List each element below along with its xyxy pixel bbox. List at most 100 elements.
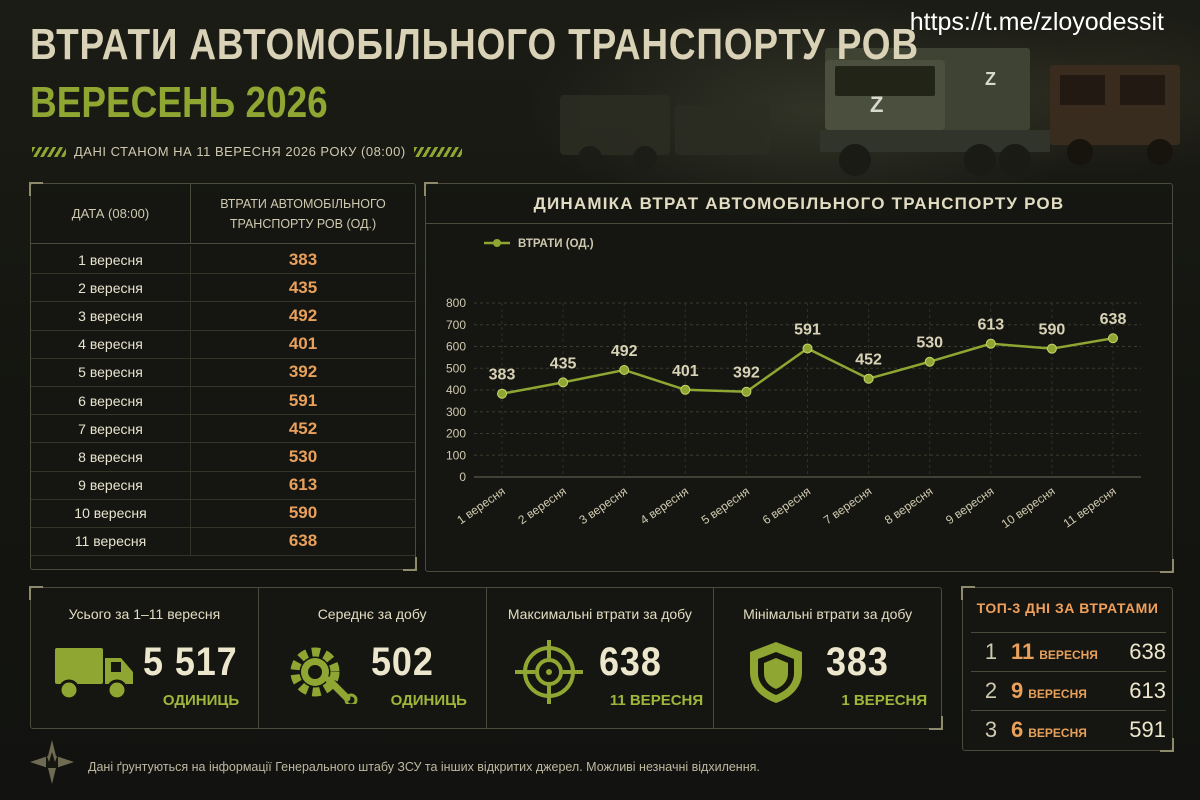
data-label: 383 [489,367,516,384]
stat-max: Максимальні втрати за добу 638 11 ВЕРЕСН… [487,588,715,728]
table-row: 2 вересня 435 [31,274,415,303]
top3-value: 591 [1129,716,1166,742]
top3-rank: 1 [984,638,998,664]
y-tick-label: 700 [446,318,466,332]
gear-wrench-icon [290,647,358,704]
x-tick-label: 5 вересня [699,484,752,527]
row-value: 452 [288,418,318,438]
table-row: 3 вересня 492 [31,302,415,331]
top3-month: ВЕРЕСНЯ [1039,647,1098,662]
data-point [619,364,630,375]
row-value: 613 [288,475,318,495]
losses-table: ДАТА (08:00) ВТРАТИ АВТОМОБІЛЬНОГО ТРАНСП… [29,182,417,571]
data-label: 638 [1100,311,1127,328]
row-value: 435 [288,277,318,297]
table-body: 1 вересня 383 2 вересня 435 3 вересня 492 4 ве… [31,246,415,557]
stat-unit: 1 ВЕРЕСНЯ [841,692,928,709]
table-row: 4 вересня 401 [31,330,415,359]
stat-total: Усього за 1–11 вересня 5 517 ОДИНИЦЬ [31,588,259,728]
x-tick-label: 11 вересня [1061,484,1119,531]
data-point [1108,333,1118,344]
table-row: 1 вересня 383 [31,246,415,275]
row-date: 6 вересня [31,386,191,415]
top3-day: 11 [1011,638,1035,664]
data-label: 401 [672,363,699,380]
row-value: 638 [288,531,318,551]
y-tick-label: 400 [446,383,466,397]
data-label: 452 [855,352,882,369]
top3-rank: 2 [984,677,998,703]
row-date: 3 вересня [31,302,191,330]
y-tick-label: 800 [446,296,466,310]
stripes-decoration [413,146,462,157]
table-header: ДАТА (08:00) ВТРАТИ АВТОМОБІЛЬНОГО ТРАНСП… [31,184,415,244]
page-title: ВТРАТИ АВТОМОБІЛЬНОГО ТРАНСПОРТУ РОВ [30,20,919,69]
x-tick-label: 8 вересня [882,484,935,527]
stat-min: Мінімальні втрати за добу 383 1 ВЕРЕСНЯ [714,588,941,728]
as-of-line: ДАНІ СТАНОМ НА 11 ВЕРЕСНЯ 2026 РОКУ (08:… [32,144,462,159]
y-tick-label: 200 [446,427,466,441]
top3-value: 638 [1129,638,1166,664]
legend-marker [493,239,501,247]
row-value: 392 [288,362,318,382]
col-losses-header: ВТРАТИ АВТОМОБІЛЬНОГО ТРАНСПОРТУ РОВ (ОД.… [191,184,415,243]
stat-label: Середнє за добу [317,606,427,622]
top3-rank: 3 [984,716,998,742]
line-chart: 0 100 200 300 400 500 600 700 800 1 вересня 2 вере… [446,238,1141,531]
table-row: 5 вересня 392 [31,358,415,387]
row-date: 7 вересня [31,415,191,443]
top3-row: 1 11 ВЕРЕСНЯ 638 [971,632,1166,670]
data-point [924,356,935,367]
row-date: 5 вересня [31,358,191,386]
table-row: 7 вересня 452 [31,415,415,444]
x-tick-label: 4 вересня [638,484,691,527]
data-point [558,377,569,388]
chart-title: ДИНАМІКА ВТРАТ АВТОМОБІЛЬНОГО ТРАНСПОРТУ… [426,184,1172,224]
col-date-header: ДАТА (08:00) [31,184,191,243]
data-label: 392 [733,365,760,382]
data-label: 590 [1039,322,1066,339]
top3-day: 9 [1011,677,1024,703]
y-tick-label: 500 [446,361,466,375]
top3-day: 6 [1011,716,1024,742]
x-tick-label: 3 вересня [577,484,630,527]
svg-text:Z: Z [870,92,883,117]
row-value: 590 [288,503,318,523]
col-losses-header-line1: ВТРАТИ АВТОМОБІЛЬНОГО [220,196,386,211]
stat-value: 383 [826,640,890,684]
as-of-text: ДАНІ СТАНОМ НА 11 ВЕРЕСНЯ 2026 РОКУ (08:… [74,144,406,159]
table-row: 9 вересня 613 [31,471,415,500]
stat-unit: ОДИНИЦЬ [390,692,467,709]
top3-month: ВЕРЕСНЯ [1028,725,1087,740]
data-point [741,386,752,397]
data-label: 613 [977,317,1004,334]
stat-unit: ОДИНИЦЬ [162,692,240,709]
trident-emblem-icon [30,740,74,784]
table-row: 8 вересня 530 [31,443,415,472]
row-date: 1 вересня [31,246,191,274]
stat-value: 502 [370,640,434,684]
row-date: 2 вересня [31,274,191,302]
row-value: 401 [288,334,318,354]
top3-value: 613 [1129,677,1166,703]
row-date: 8 вересня [31,443,191,471]
stat-unit: 11 ВЕРЕСНЯ [609,692,704,709]
row-date: 10 вересня [31,499,191,527]
row-date: 4 вересня [31,330,191,358]
table-row: 6 вересня 591 [31,386,415,416]
y-tick-label: 600 [446,340,466,354]
top3-row: 3 6 ВЕРЕСНЯ 591 [971,710,1166,748]
data-label: 591 [794,321,821,338]
x-tick-label: 9 вересня [943,484,996,527]
watermark-link[interactable]: https://t.me/zloyodessit [909,8,1164,36]
top3-title: ТОП-3 ДНІ ЗА ВТРАТАМИ [976,600,1159,616]
footer-note: Дані ґрунтуються на інформації Генеральн… [88,760,760,774]
row-date: 9 вересня [31,471,191,499]
top3-month: ВЕРЕСНЯ [1028,686,1087,701]
data-point [497,388,507,399]
data-point [863,373,874,384]
top3-row: 2 9 ВЕРЕСНЯ 613 [971,671,1166,709]
data-point [802,343,813,354]
row-date: 11 вересня [31,527,191,556]
truck-icon [55,648,133,701]
